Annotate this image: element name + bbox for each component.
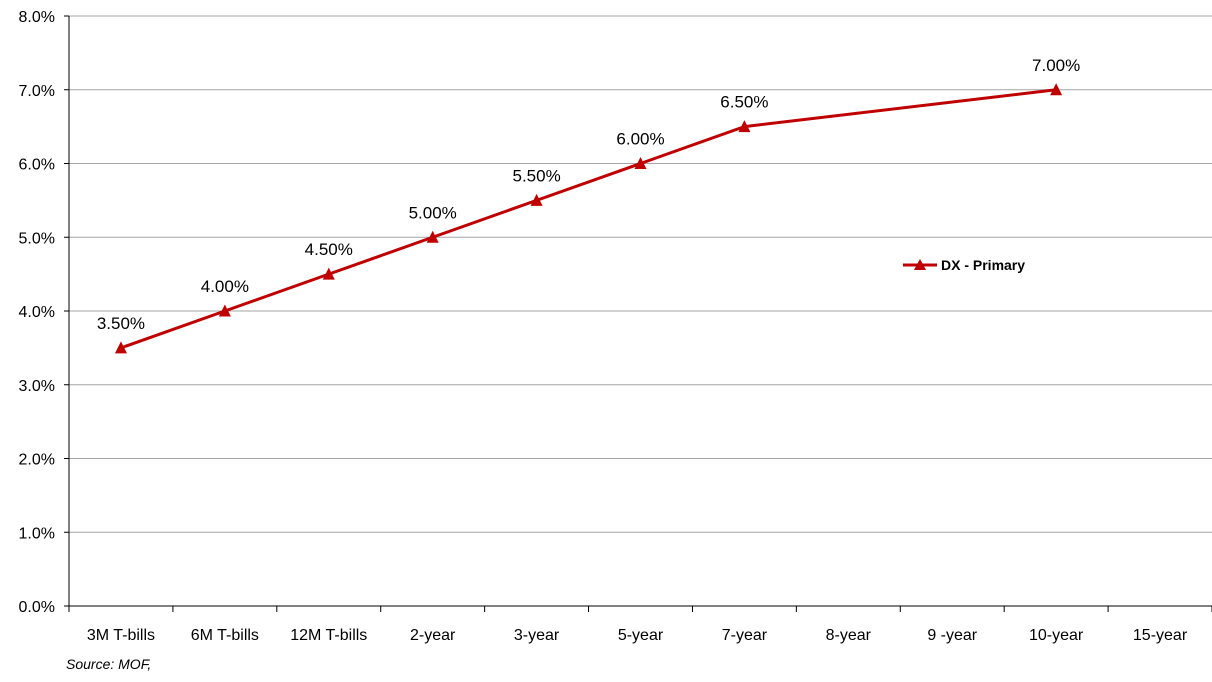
x-tick-label: 2-year	[410, 627, 456, 644]
y-tick-label: 8.0%	[19, 9, 55, 26]
y-tick-label: 7.0%	[19, 83, 55, 100]
series-line-path	[120, 88, 1057, 350]
data-label: 4.00%	[201, 277, 249, 296]
x-tick-label: 3M T-bills	[87, 627, 155, 644]
y-axis-tick-labels: 0.0% 1.0% 2.0% 3.0% 4.0% 5.0% 6.0% 7.0% 8.0%	[19, 9, 55, 616]
y-tick-label: 3.0%	[19, 378, 55, 395]
data-point-marker	[218, 304, 231, 317]
axes	[64, 15, 1212, 612]
series-markers	[114, 83, 1063, 354]
x-tick-label: 12M T-bills	[290, 627, 367, 644]
y-tick-label: 6.0%	[19, 157, 55, 174]
data-label: 6.50%	[720, 93, 768, 112]
x-tick-label: 15-year	[1133, 627, 1188, 644]
y-tick-label: 5.0%	[19, 230, 55, 247]
data-label: 4.50%	[305, 240, 353, 259]
x-tick-label: 7-year	[722, 627, 768, 644]
y-tick-label: 4.0%	[19, 304, 55, 321]
data-point-marker	[738, 120, 751, 133]
data-point-marker	[530, 193, 543, 206]
series-line	[120, 88, 1057, 350]
data-point-marker	[1050, 83, 1063, 96]
legend-marker-swatch	[914, 259, 926, 270]
legend-label: DX - Primary	[941, 257, 1025, 273]
x-tick-label: 10-year	[1029, 627, 1084, 644]
gridlines	[69, 15, 1212, 533]
data-point-marker	[426, 230, 439, 243]
y-tick-label: 2.0%	[19, 452, 55, 469]
x-tick-label: 6M T-bills	[191, 627, 259, 644]
x-tick-label: 9 -year	[927, 627, 977, 644]
y-tick-label: 0.0%	[19, 599, 55, 616]
x-axis-tick-labels: 3M T-bills 6M T-bills 12M T-bills 2-year 3-y…	[87, 627, 1188, 644]
data-label: 5.50%	[512, 166, 560, 185]
data-point-marker	[322, 267, 335, 280]
data-label: 3.50%	[97, 314, 145, 333]
data-point-marker	[114, 341, 127, 354]
x-tick-label: 5-year	[618, 627, 664, 644]
y-tick-label: 1.0%	[19, 525, 55, 542]
data-label: 7.00%	[1032, 56, 1080, 75]
x-tick-label: 3-year	[514, 627, 560, 644]
data-label: 5.00%	[409, 203, 457, 222]
data-labels: 3.50% 4.00% 4.50% 5.00% 5.50% 6.00% 6.50% 7.00%	[97, 56, 1080, 333]
source-note: Source: MOF,	[66, 656, 152, 672]
x-tick-label: 8-year	[826, 627, 872, 644]
data-point-marker	[634, 157, 647, 169]
data-label: 6.00%	[616, 130, 664, 149]
legend: DX - Primary	[903, 257, 1025, 273]
